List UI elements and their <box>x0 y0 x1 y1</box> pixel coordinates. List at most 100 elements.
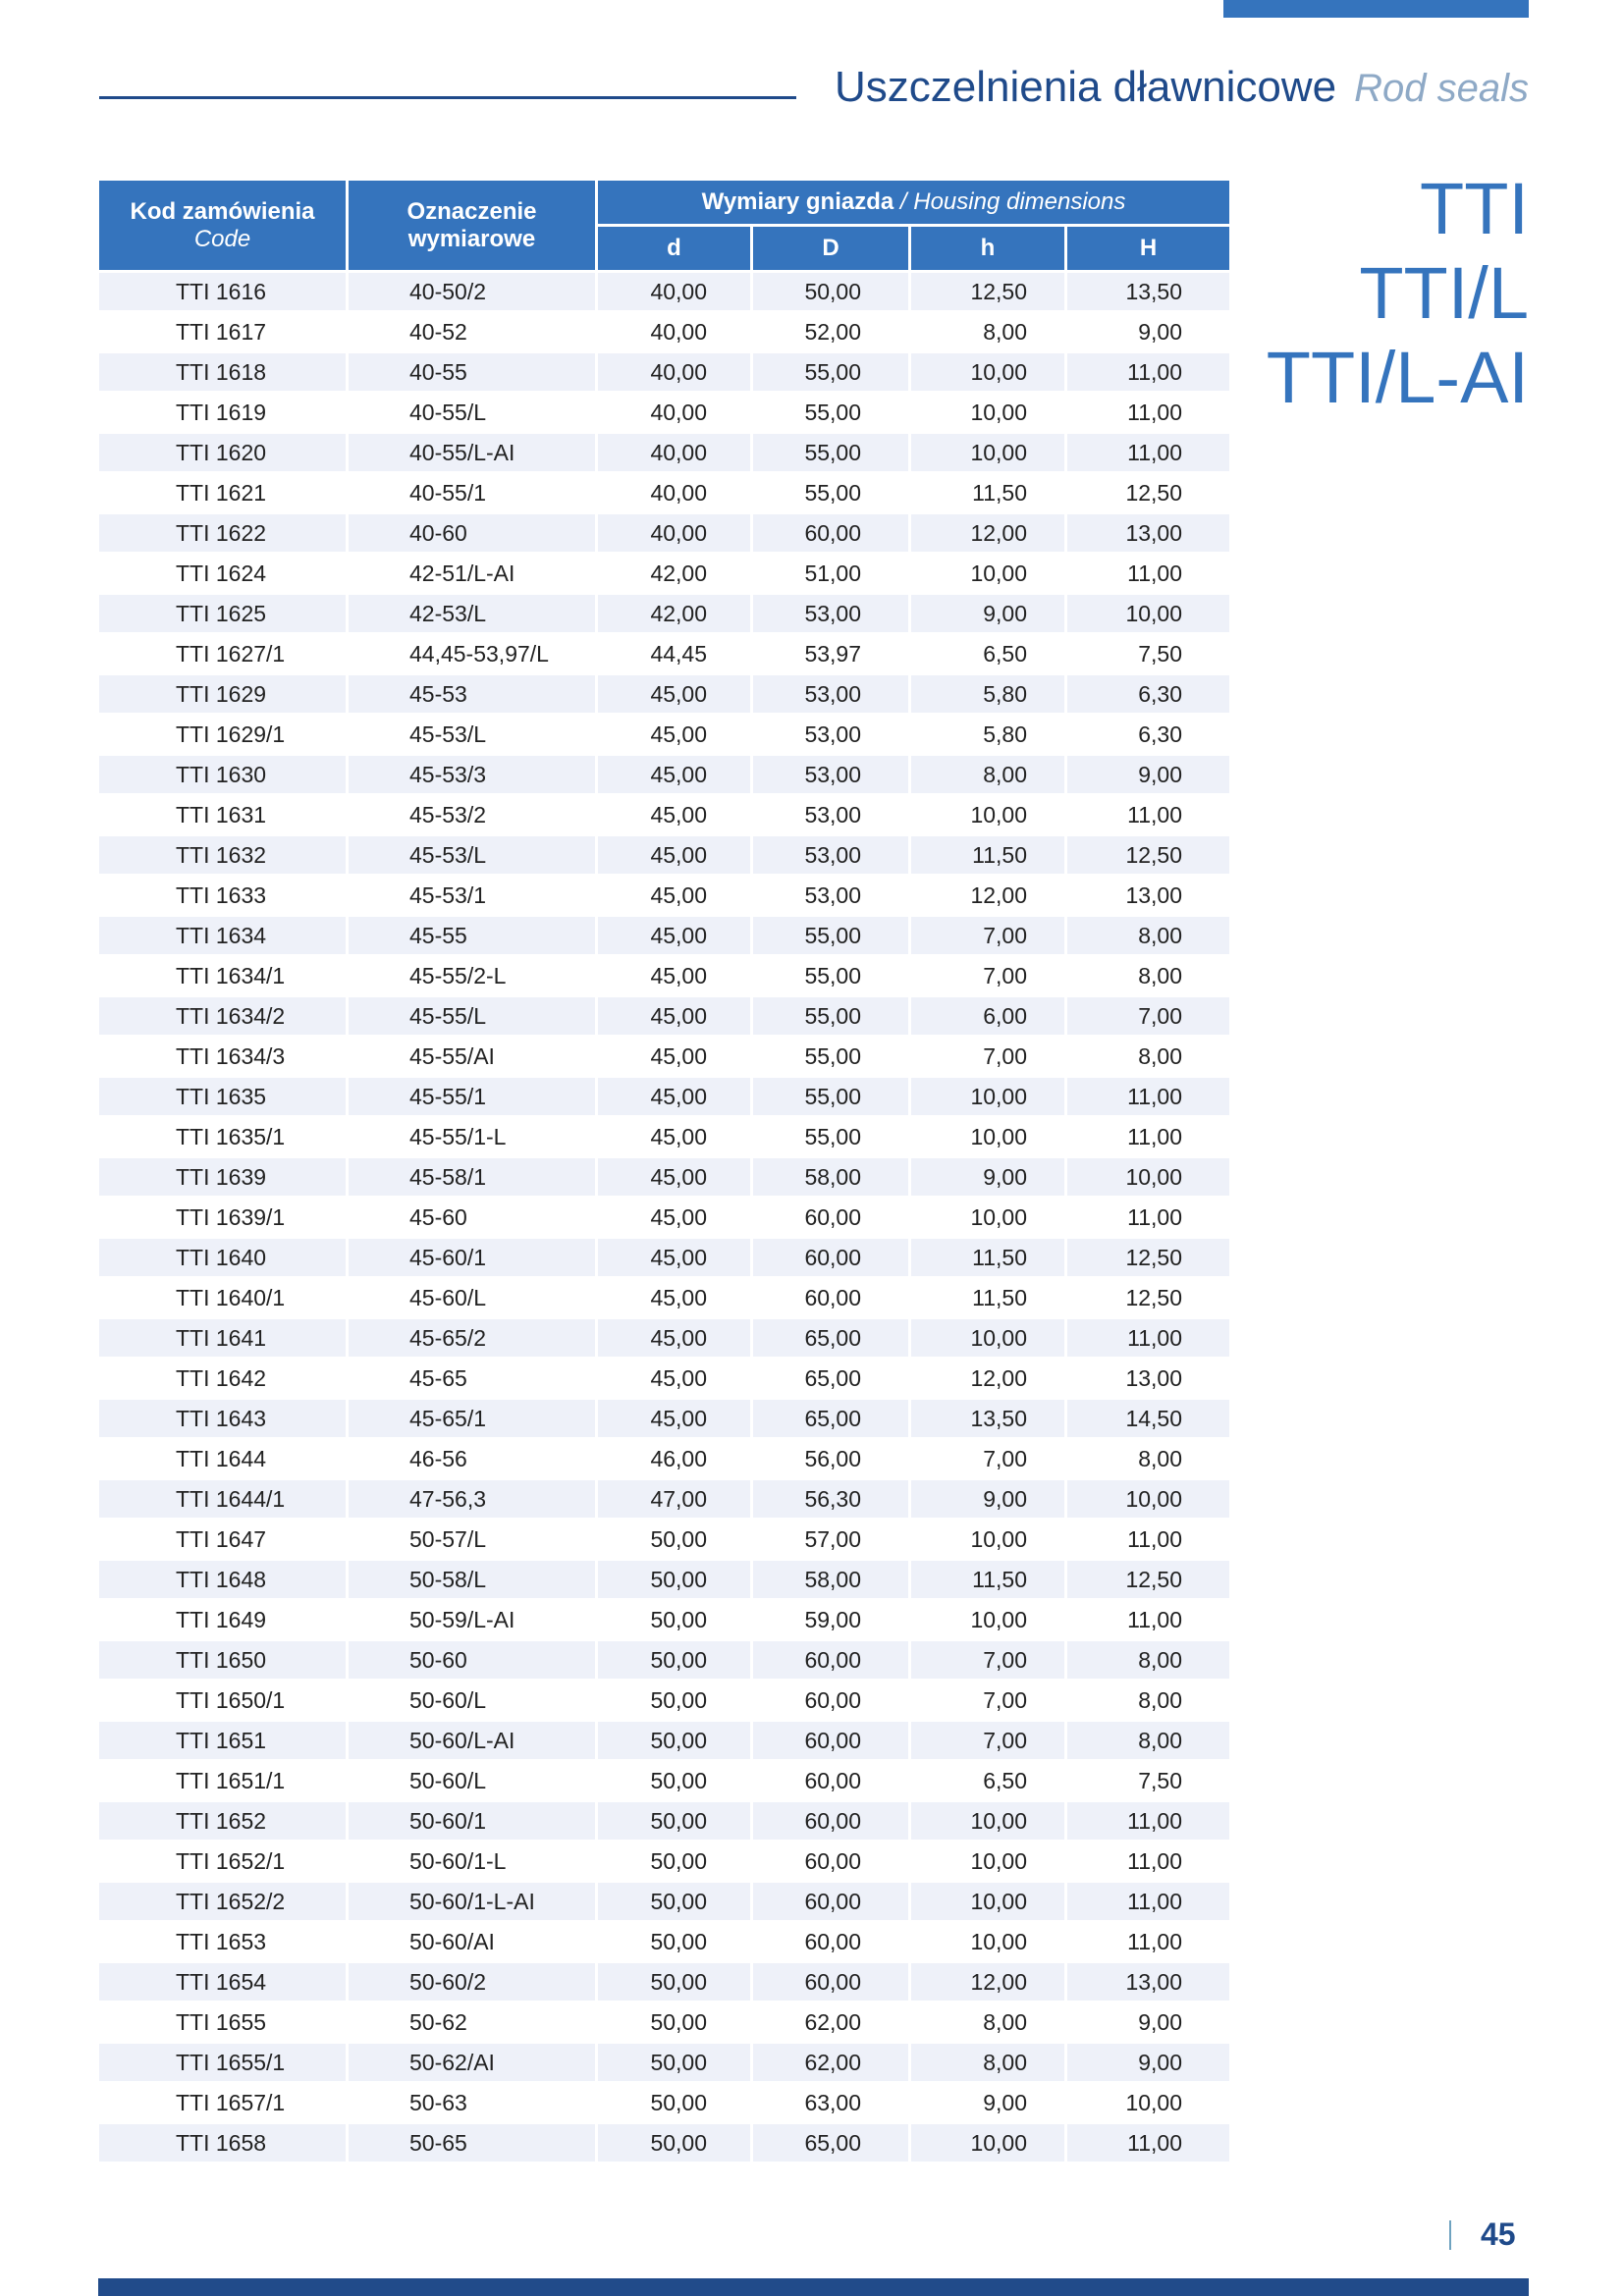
cell-D: 53,00 <box>753 675 908 713</box>
cell-code: TTI 1619 <box>176 399 267 425</box>
table-row: TTI 1639 45-58/1 45,00 58,00 9,00 10,00 <box>99 1158 1229 1196</box>
cell-code: TTI 1652 <box>99 1802 346 1840</box>
cell-d: 50,00 <box>598 1802 750 1840</box>
cell-d: 45,00 <box>650 881 707 908</box>
table-row: TTI 1644 46-56 46,00 56,00 7,00 8,00 <box>99 1440 1229 1477</box>
cell-designation: 50-59/L-AI <box>409 1606 515 1632</box>
cell-designation: 45-60/1 <box>349 1239 595 1276</box>
cell-d: 46,00 <box>650 1445 707 1471</box>
table-row: TTI 1621 40-55/1 40,00 55,00 11,50 12,50 <box>99 474 1229 511</box>
cell-H: 10,00 <box>1067 595 1229 632</box>
cell-d: 40,00 <box>650 479 707 506</box>
title-polish: Uszczelnienia dławnicowe <box>834 63 1337 111</box>
cell-D: 55,00 <box>804 479 861 506</box>
cell-d: 40,00 <box>598 514 750 552</box>
cell-H: 13,50 <box>1067 273 1229 310</box>
header-designation: Oznaczenie wymiarowe <box>349 181 595 270</box>
cell-designation: 50-57/L <box>409 1525 487 1552</box>
cell-designation: 40-60 <box>349 514 595 552</box>
cell-H: 14,50 <box>1067 1400 1229 1437</box>
cell-designation: 45-55/AI <box>409 1042 495 1069</box>
cell-H: 11,00 <box>1127 399 1182 425</box>
table-row: TTI 1622 40-60 40,00 60,00 12,00 13,00 <box>99 514 1229 552</box>
cell-designation: 40-55/L <box>409 399 487 425</box>
cell-h: 7,00 <box>911 1722 1064 1759</box>
cell-code: TTI 1640 <box>99 1239 346 1276</box>
cell-d: 40,00 <box>598 353 750 391</box>
cell-D: 65,00 <box>753 1319 908 1357</box>
cell-H: 11,00 <box>1067 2124 1229 2162</box>
cell-h: 10,00 <box>911 1883 1064 1920</box>
table-row: TTI 1634 45-55 45,00 55,00 7,00 8,00 <box>99 917 1229 954</box>
cell-designation: 45-53 <box>349 675 595 713</box>
header-code-en: Code <box>193 225 251 252</box>
table-row: TTI 1642 45-65 45,00 65,00 12,00 13,00 <box>99 1360 1229 1397</box>
group-pl: Wymiary gniazda <box>701 188 894 215</box>
table-row: TTI 1647 50-57/L 50,00 57,00 10,00 11,00 <box>99 1521 1229 1558</box>
cell-designation: 40-55 <box>349 353 595 391</box>
cell-H: 8,00 <box>1138 962 1182 988</box>
cell-h: 6,50 <box>983 640 1027 667</box>
cell-code: TTI 1647 <box>176 1525 267 1552</box>
cell-h: 12,00 <box>911 1963 1064 2001</box>
cell-D: 60,00 <box>804 1284 861 1310</box>
title-english: Rod seals <box>1354 67 1529 110</box>
cell-H: 11,00 <box>1067 1078 1229 1115</box>
cell-h: 10,00 <box>970 1606 1027 1632</box>
product-series-labels: TTI TTI/L TTI/L-AI <box>1267 167 1529 420</box>
cell-d: 40,00 <box>598 434 750 471</box>
cell-d: 45,00 <box>650 1123 707 1149</box>
table-row: TTI 1649 50-59/L-AI 50,00 59,00 10,00 11,00 <box>99 1601 1229 1638</box>
cell-d: 45,00 <box>598 917 750 954</box>
cell-h: 9,00 <box>911 595 1064 632</box>
cell-designation: 45-53/3 <box>349 756 595 793</box>
cell-designation: 50-65 <box>349 2124 595 2162</box>
cell-H: 6,30 <box>1138 721 1182 747</box>
cell-code: TTI 1644 <box>176 1445 267 1471</box>
cell-D: 53,00 <box>753 595 908 632</box>
table-row: TTI 1624 42-51/L-AI 42,00 51,00 10,00 11,00 <box>99 555 1229 592</box>
cell-h: 12,50 <box>911 273 1064 310</box>
dimensions-table: Kod zamówienia Code Oznaczenie wymiarowe W… <box>96 178 1232 2164</box>
cell-h: 10,00 <box>911 1802 1064 1840</box>
series-label: TTI <box>1420 168 1529 249</box>
cell-h: 9,00 <box>911 1480 1064 1518</box>
cell-D: 55,00 <box>753 434 908 471</box>
cell-D: 58,00 <box>753 1561 908 1598</box>
cell-code: TTI 1630 <box>99 756 346 793</box>
cell-code: TTI 1658 <box>99 2124 346 2162</box>
cell-d: 45,00 <box>598 675 750 713</box>
cell-d: 50,00 <box>650 1525 707 1552</box>
cell-h: 12,00 <box>970 1364 1027 1391</box>
cell-D: 56,00 <box>804 1445 861 1471</box>
cell-H: 13,00 <box>1125 881 1182 908</box>
cell-code: TTI 1634/3 <box>176 1042 286 1069</box>
top-accent-bar <box>1223 0 1529 18</box>
cell-code: TTI 1643 <box>99 1400 346 1437</box>
cell-H: 11,00 <box>1067 1802 1229 1840</box>
cell-H: 11,00 <box>1127 801 1182 828</box>
cell-h: 11,50 <box>972 479 1027 506</box>
cell-D: 60,00 <box>804 1203 861 1230</box>
cell-code: TTI 1634/1 <box>176 962 286 988</box>
cell-h: 6,50 <box>983 1767 1027 1793</box>
table-row: TTI 1644/1 47-56,3 47,00 56,30 9,00 10,00 <box>99 1480 1229 1518</box>
cell-h: 5,80 <box>911 675 1064 713</box>
cell-H: 9,00 <box>1138 318 1182 345</box>
cell-D: 65,00 <box>753 1400 908 1437</box>
cell-designation: 45-53/1 <box>409 881 487 908</box>
cell-h: 11,50 <box>911 1239 1064 1276</box>
cell-h: 13,50 <box>911 1400 1064 1437</box>
cell-H: 11,00 <box>1067 1883 1229 1920</box>
cell-D: 59,00 <box>804 1606 861 1632</box>
cell-code: TTI 1650/1 <box>176 1686 286 1713</box>
cell-H: 13,00 <box>1067 1963 1229 2001</box>
cell-code: TTI 1640/1 <box>176 1284 286 1310</box>
cell-code: TTI 1639 <box>99 1158 346 1196</box>
cell-D: 60,00 <box>804 1847 861 1874</box>
cell-H: 7,50 <box>1138 1767 1182 1793</box>
cell-h: 11,50 <box>911 1561 1064 1598</box>
cell-h: 10,00 <box>970 1847 1027 1874</box>
cell-D: 55,00 <box>753 353 908 391</box>
cell-h: 10,00 <box>970 1525 1027 1552</box>
